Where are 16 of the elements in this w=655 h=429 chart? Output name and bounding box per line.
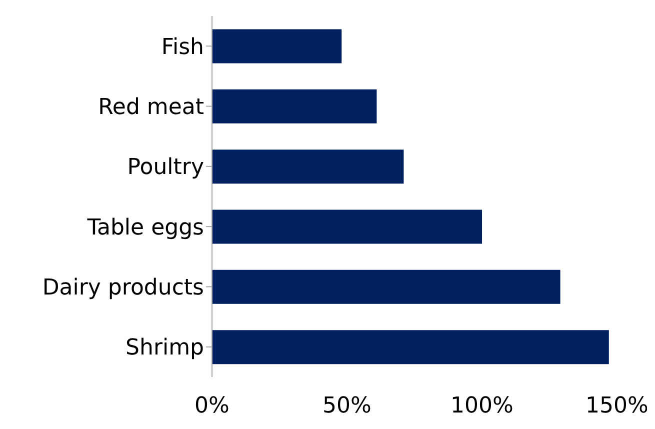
- y-tick-label: Table eggs: [86, 215, 204, 240]
- y-tick-label: Red meat: [98, 95, 204, 120]
- y-tick-label: Dairy products: [42, 276, 204, 301]
- bar: [212, 29, 342, 64]
- bar: [212, 330, 609, 364]
- x-tick-label: 0%: [194, 394, 230, 419]
- bar: [212, 270, 560, 304]
- y-tick-label: Poultry: [127, 155, 204, 180]
- y-tick-label: Shrimp: [126, 336, 204, 361]
- x-tick-label: 100%: [450, 394, 514, 419]
- y-tick-label: Fish: [161, 34, 204, 60]
- bar: [212, 89, 377, 124]
- bar: [212, 150, 404, 184]
- x-tick-label: 150%: [586, 394, 648, 419]
- bar: [212, 210, 482, 244]
- x-tick-label: 50%: [322, 394, 372, 419]
